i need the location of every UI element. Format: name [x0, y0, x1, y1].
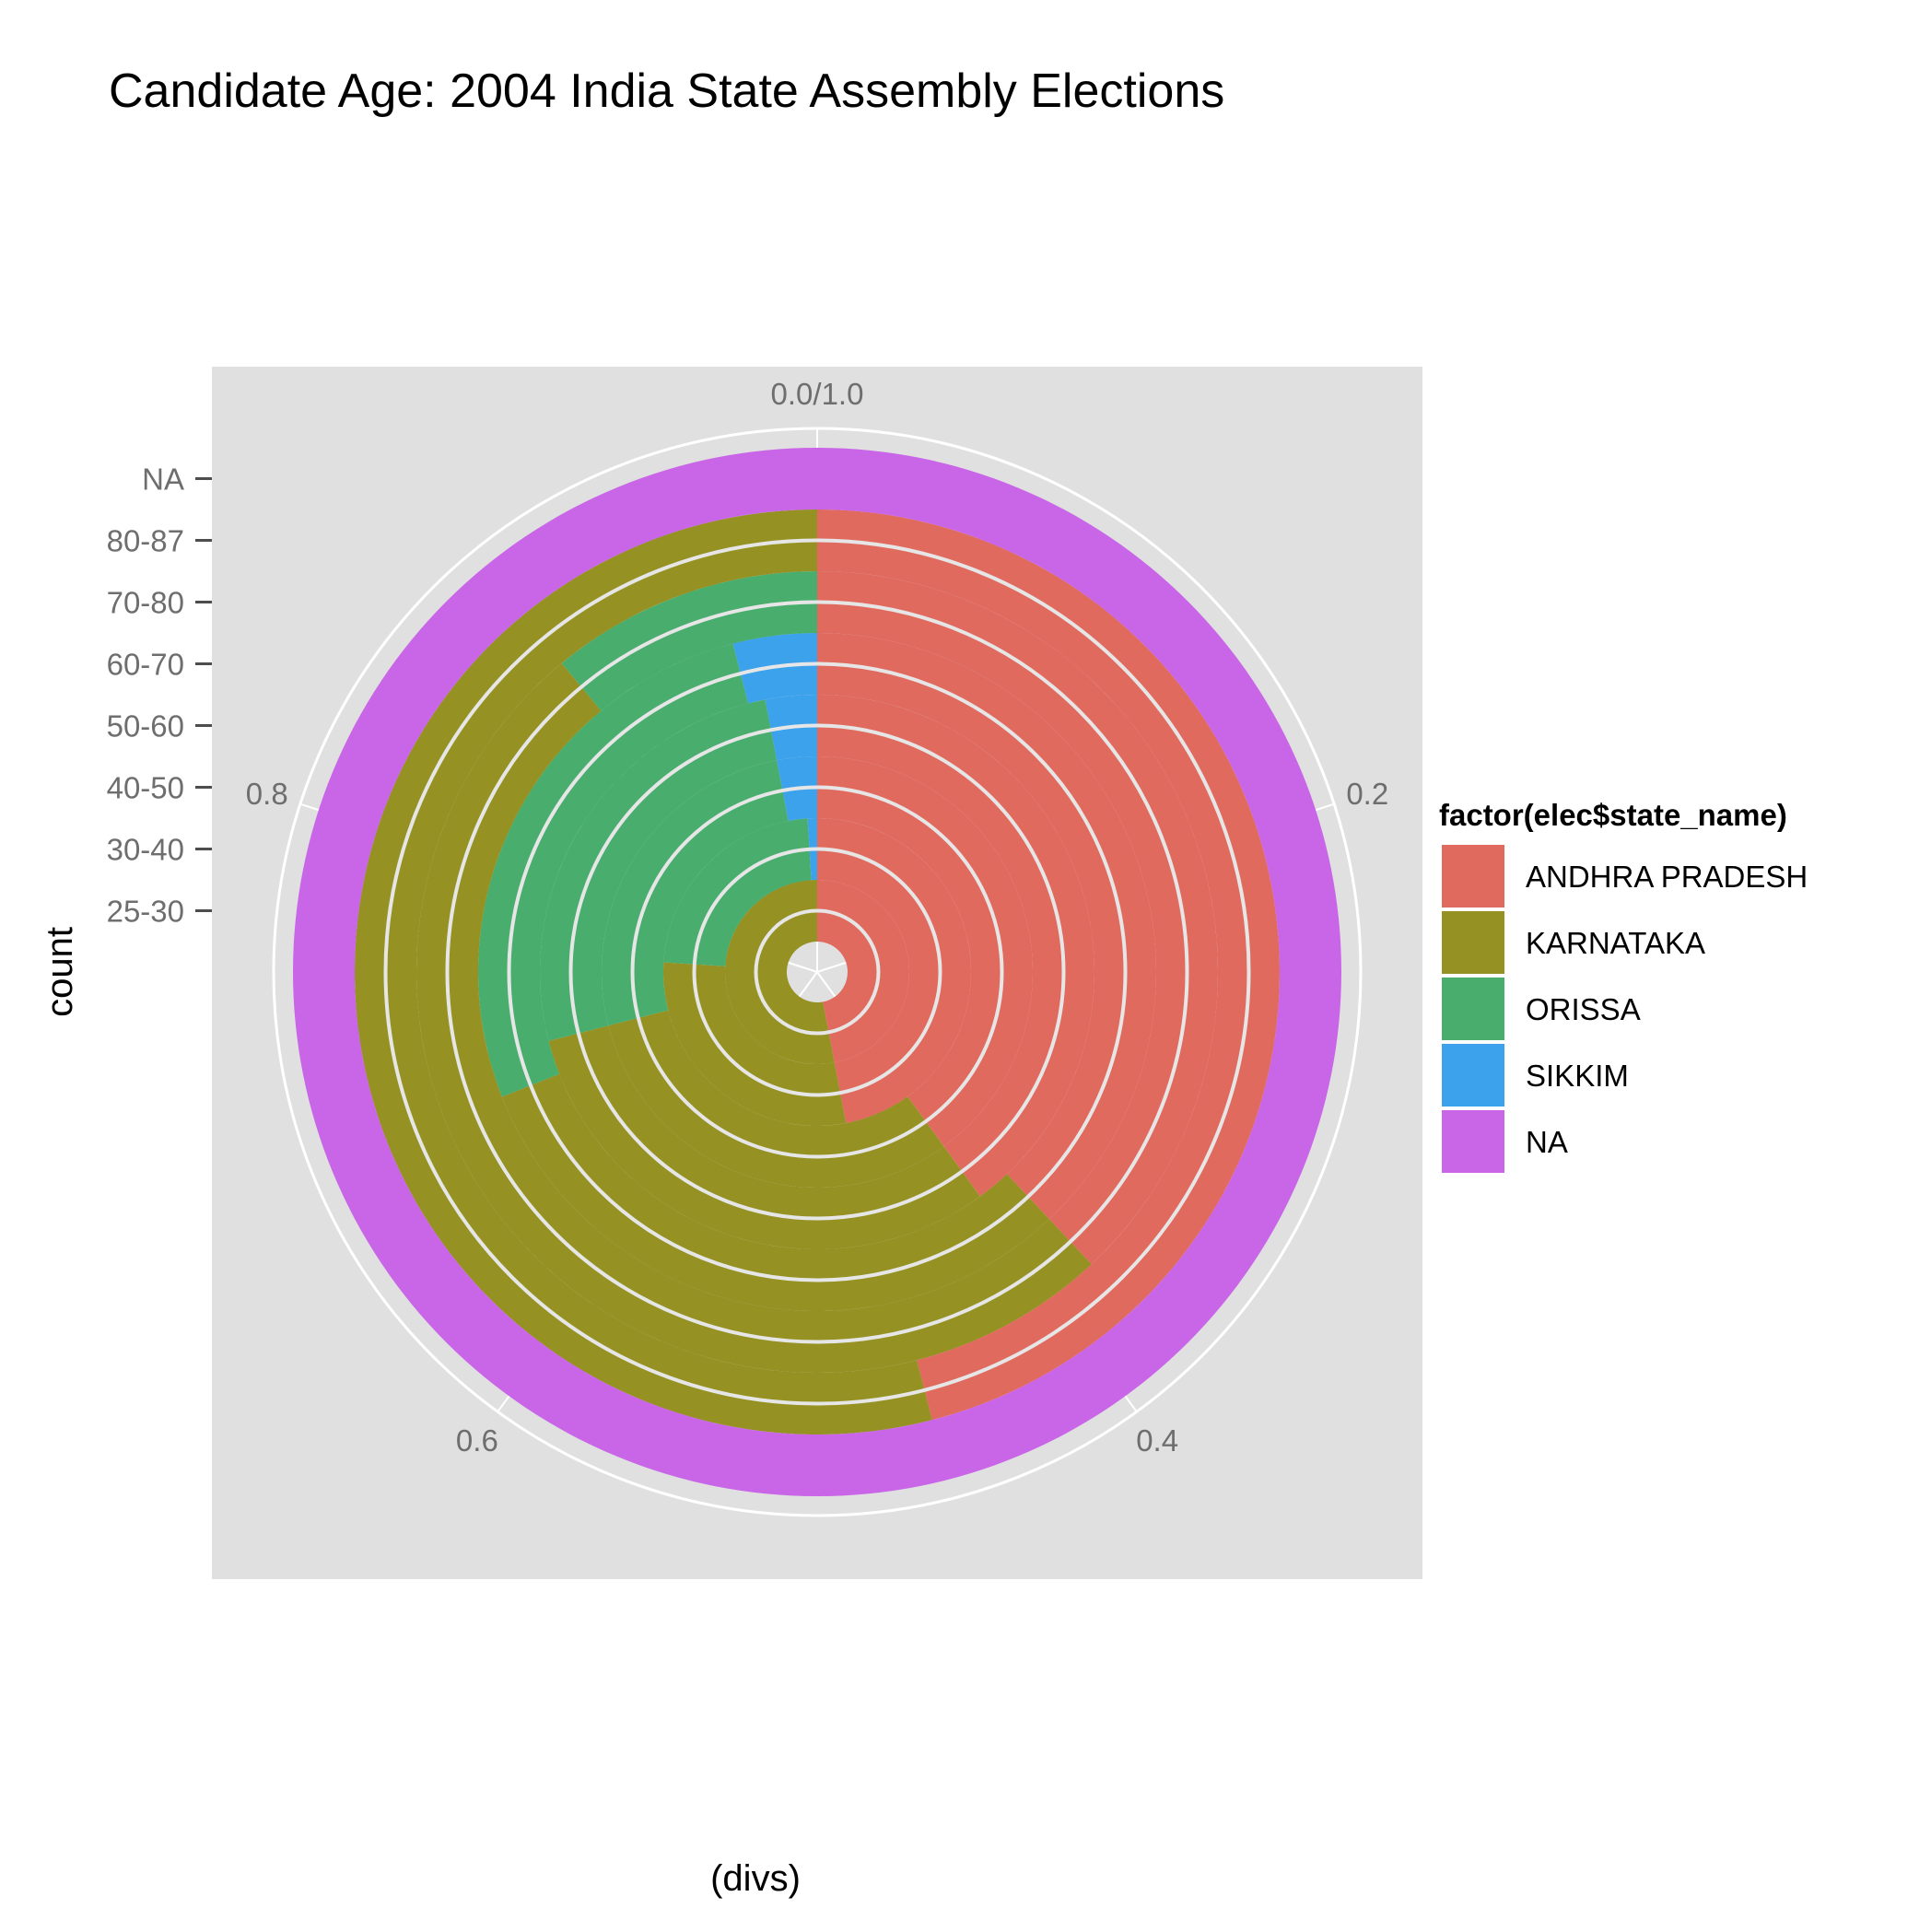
- chart-title: Candidate Age: 2004 India State Assembly…: [109, 64, 1224, 118]
- legend-swatch: [1440, 976, 1506, 1042]
- legend-swatch: [1440, 1108, 1506, 1175]
- ring-segment: [817, 633, 1157, 1220]
- legend-label: KARNATAKA: [1526, 926, 1705, 960]
- y-tick-label: 60-70: [107, 648, 184, 682]
- radial-grid-circle: [754, 908, 881, 1036]
- radial-grid-circle: [692, 847, 942, 1097]
- ring-segment: [477, 643, 749, 1097]
- ring-segment: [817, 509, 1281, 1421]
- radial-grid-circle: [568, 723, 1066, 1221]
- radial-grid-circle: [630, 785, 1004, 1159]
- x-axis-label: (divs): [710, 1858, 801, 1899]
- angle-tick-label: 0.2: [1346, 777, 1388, 811]
- ring-borders: [383, 538, 1251, 1406]
- angle-tick-label: 0.8: [246, 777, 288, 811]
- angle-tick-label: 0.4: [1136, 1423, 1178, 1458]
- radial-grid-circle: [507, 662, 1128, 1282]
- ring-segment: [501, 1073, 1049, 1311]
- legend-label: SIKKIM: [1526, 1059, 1629, 1093]
- legend: factor(elec$state_name) ANDHRA PRADESH KA…: [1422, 786, 1867, 1191]
- radial-grid-circle: [383, 538, 1251, 1406]
- legend-items: ANDHRA PRADESH KARNATAKA ORISSA SIKKIM NA: [1440, 843, 1808, 1175]
- legend-swatch: [1440, 1042, 1506, 1108]
- y-tick-label: 80-87: [107, 524, 184, 558]
- y-axis: 25-30 30-40 40-50 50-60 60-70 70-80 80-87 NA: [107, 463, 212, 929]
- data-rings: [293, 448, 1341, 1496]
- y-tick-label: 30-40: [107, 833, 184, 867]
- ring-segment: [817, 695, 1095, 1197]
- y-tick-label: 50-60: [107, 709, 184, 744]
- legend-swatch: [1440, 909, 1506, 976]
- angle-tick-labels: 0.0/1.0 0.2 0.4 0.6 0.8: [246, 377, 1388, 1458]
- ring-segment: [817, 571, 1218, 1265]
- radial-grid-circle: [445, 600, 1189, 1344]
- y-tick-label: NA: [142, 463, 184, 497]
- y-tick-label: 25-30: [107, 895, 184, 929]
- ring-segment: [548, 1025, 980, 1249]
- angle-tick-label: 0.6: [456, 1423, 498, 1458]
- ring-segment: [608, 1010, 944, 1188]
- legend-label: NA: [1526, 1125, 1568, 1159]
- ring-segment: [817, 818, 972, 1124]
- ring-segment: [725, 880, 835, 1064]
- y-tick-label: 40-50: [107, 771, 184, 805]
- ring-segment: [415, 662, 1092, 1374]
- y-axis-label: count: [40, 927, 80, 1017]
- legend-swatch: [1440, 843, 1506, 909]
- ring-segment: [601, 760, 789, 1026]
- y-tick-label: 70-80: [107, 586, 184, 620]
- ring-segment: [817, 756, 1033, 1147]
- ring-segment: [817, 880, 910, 1063]
- legend-title: factor(elec$state_name): [1439, 798, 1787, 832]
- legend-label: ANDHRA PRADESH: [1526, 860, 1808, 894]
- ring-segment: [662, 962, 847, 1126]
- angle-tick-label: 0.0/1.0: [771, 377, 864, 411]
- legend-label: ORISSA: [1526, 992, 1641, 1026]
- ring-segment: [540, 699, 778, 1041]
